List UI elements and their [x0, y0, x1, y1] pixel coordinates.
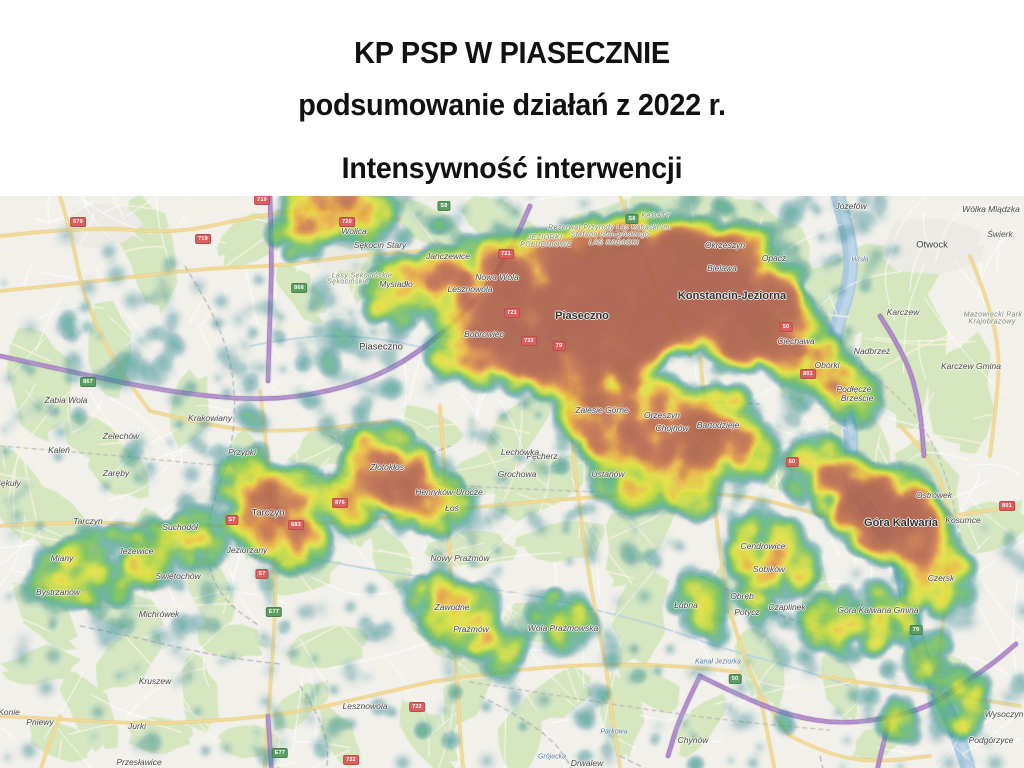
title-block: KP PSP W PIASECZNIE podsumowanie działań…: [0, 0, 1024, 196]
heatmap-overlay-canvas: [0, 196, 1024, 768]
page-subtitle: Intensywność interwencji: [341, 152, 683, 185]
map-container[interactable]: Chrzanów DużyMilanówekPolskowa LeśnaOtrę…: [0, 196, 1024, 768]
page-title-line-2: podsumowanie działań z 2022 r.: [298, 87, 726, 122]
page-title-line-1: KP PSP W PIASECZNIE: [354, 35, 670, 70]
